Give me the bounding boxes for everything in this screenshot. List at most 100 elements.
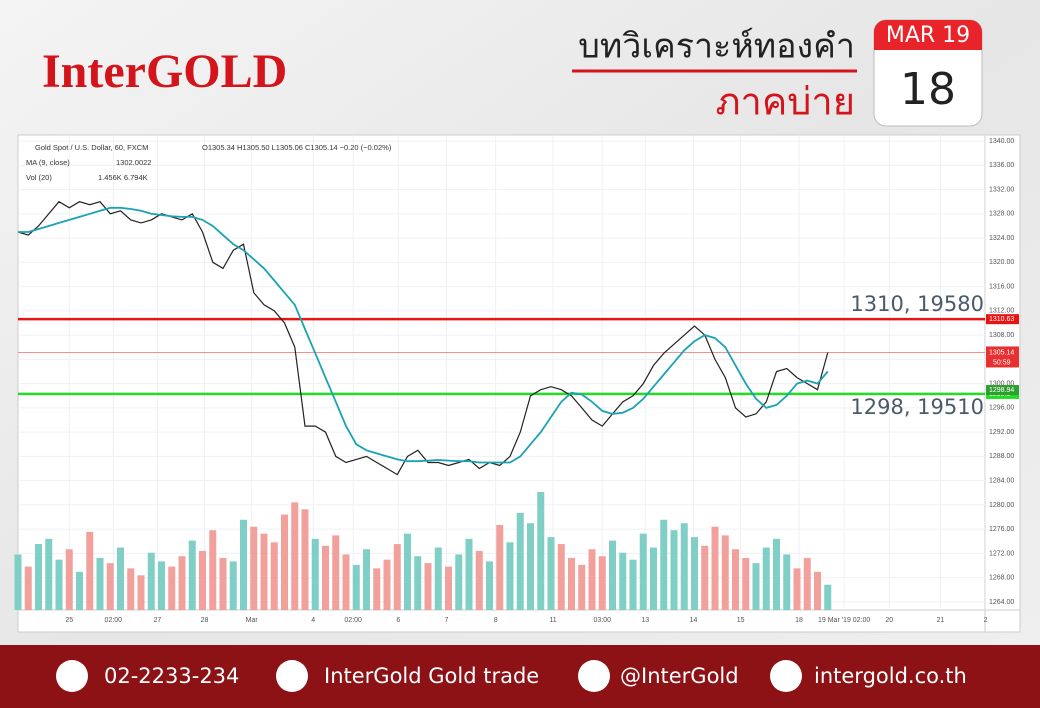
last-price-badge	[986, 346, 1019, 368]
y-tick-label: 1300.00	[989, 380, 1014, 387]
phone: 02-2233-234	[104, 664, 239, 688]
y-tick-label: 1292.00	[989, 429, 1014, 436]
volume-bar	[14, 554, 22, 610]
volume-bar	[301, 509, 309, 610]
price-badge-label: 1298.94	[989, 387, 1014, 394]
x-tick-label: 13	[641, 617, 649, 624]
volume-bar	[783, 554, 791, 610]
x-tick-label: 25	[65, 617, 73, 624]
x-tick-label: 19 Mar '19 02:00	[818, 617, 870, 624]
volume-bar	[342, 554, 350, 610]
volume-bar	[557, 544, 565, 610]
y-tick-label: 1264.00	[989, 599, 1014, 606]
volume-bar	[393, 544, 401, 610]
y-tick-label: 1276.00	[989, 526, 1014, 533]
volume-bar	[24, 566, 32, 610]
volume-bar	[711, 526, 719, 610]
volume-bar	[383, 559, 391, 610]
volume-bar	[158, 561, 165, 610]
volume-bar	[352, 564, 360, 610]
volume-bar	[434, 547, 442, 610]
volume-bar	[55, 559, 63, 610]
volume-bar	[147, 552, 155, 610]
line-icon	[578, 660, 610, 692]
volume-bar	[629, 559, 637, 610]
volume-bar	[752, 563, 760, 610]
volume-bar	[260, 533, 268, 610]
volume-bar	[762, 547, 770, 610]
ohlc: O1305.34 H1305.50 L1305.06 C1305.14 −0.2…	[202, 143, 392, 152]
level-badge	[986, 314, 1019, 325]
title: บทวิเคราะห์ทองคำ	[578, 27, 855, 67]
volume-bar	[311, 538, 319, 610]
x-tick-label: 6	[396, 617, 400, 624]
volume-bar	[670, 530, 678, 610]
volume-bar	[373, 568, 381, 610]
footer	[0, 645, 1040, 708]
volume-bar	[486, 561, 493, 610]
volume-bar	[250, 526, 258, 610]
volume-bar	[127, 568, 135, 610]
symbol: Gold Spot / U.S. Dollar, 60, FXCM	[35, 143, 148, 152]
x-tick-label: 2	[984, 617, 988, 624]
volume-bar	[96, 557, 104, 610]
y-tick-label: 1288.00	[989, 453, 1014, 460]
countdown: 50:59	[993, 359, 1011, 366]
x-tick-label: 7	[444, 617, 448, 624]
volume-bar	[445, 566, 452, 610]
volume-bar	[824, 584, 832, 610]
y-tick-label: 1324.00	[989, 235, 1014, 242]
x-tick-label: Mar	[246, 617, 259, 624]
plot: 1264.00 1268.00 1272.00 1276.00 1280.00 1284.…	[14, 135, 1019, 624]
y-tick-label: 1332.00	[989, 186, 1014, 193]
volume-bar	[199, 551, 206, 610]
volume-bar	[527, 523, 534, 610]
volume-bar	[270, 542, 278, 610]
volume-bar	[363, 549, 370, 610]
volume-bar	[588, 549, 596, 610]
volume-bar	[45, 538, 53, 610]
volume-bar	[721, 535, 729, 610]
volume-bar	[240, 519, 247, 610]
x-tick-label: 27	[154, 617, 162, 624]
y-tick-label: 1296.00	[989, 405, 1014, 412]
volume-bar	[76, 571, 83, 610]
volume-bar	[455, 554, 463, 610]
price-badge	[986, 385, 1019, 396]
y-tick-label: 1308.00	[989, 332, 1014, 339]
level-annotation: 1298, 19510	[850, 395, 984, 419]
volume-bar	[209, 530, 217, 610]
volume-bar	[660, 519, 668, 610]
line: @InterGold	[620, 664, 739, 688]
volume-bar	[650, 547, 657, 610]
logo: InterGOLD	[42, 45, 287, 98]
phone-icon	[56, 660, 88, 692]
volume-bar	[803, 557, 811, 610]
facebook-icon	[276, 660, 308, 692]
x-tick-label: 21	[937, 617, 945, 624]
ma-value: 1302.0022	[116, 158, 151, 167]
y-tick-label: 1312.00	[989, 308, 1014, 315]
volume-bar	[742, 557, 750, 610]
y-tick-label: 1340.00	[989, 138, 1014, 145]
website: intergold.co.th	[814, 664, 967, 688]
volume-bar	[793, 568, 801, 610]
x-tick-label: 8	[494, 617, 498, 624]
x-tick-label: 02:00	[344, 617, 362, 624]
volume-bar	[178, 556, 186, 610]
ma-label: MA (9, close)	[26, 158, 70, 167]
web-icon	[770, 660, 802, 692]
x-tick-label: 28	[201, 617, 209, 624]
x-tick-label: 18	[795, 617, 803, 624]
x-tick-label: 02:00	[105, 617, 123, 624]
volume-bar	[496, 524, 504, 610]
last-price-label: 1305.14	[989, 349, 1014, 356]
volume-bar	[516, 512, 524, 610]
volume-bar	[465, 538, 473, 610]
volume-bar	[619, 552, 627, 610]
calendar-day: 18	[900, 64, 956, 115]
volume-bar	[65, 549, 73, 610]
volume-bar	[219, 557, 227, 610]
